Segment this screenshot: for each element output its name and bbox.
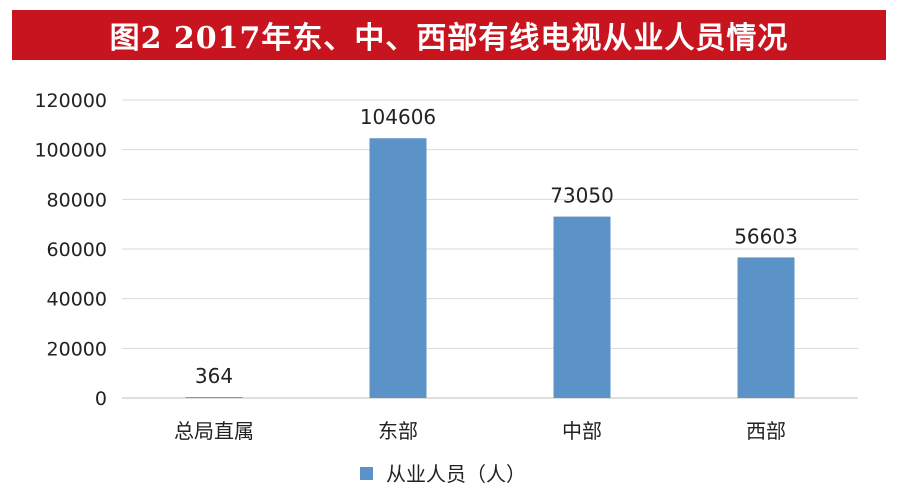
y-tick-label: 40000: [47, 289, 107, 311]
y-axis-tick-labels: 0 20000 40000 60000 80000 100000 120000: [34, 90, 107, 410]
category-label: 西部: [746, 419, 786, 443]
y-tick-label: 80000: [47, 189, 107, 211]
y-tick-label: 100000: [34, 140, 107, 162]
bars: [185, 138, 795, 398]
data-label: 73050: [550, 184, 614, 208]
y-tick-label: 120000: [34, 90, 107, 112]
data-label: 364: [195, 364, 233, 388]
category-label: 东部: [378, 419, 418, 443]
bar: [553, 216, 611, 398]
bar: [737, 257, 795, 398]
legend-label: 从业人员（人）: [386, 462, 526, 486]
chart-title: 图2 2017年东、中、西部有线电视从业人员情况: [12, 10, 886, 60]
legend-swatch: [360, 467, 373, 480]
category-label: 总局直属: [174, 419, 254, 443]
bar: [369, 138, 427, 398]
gridlines: [122, 99, 858, 399]
y-tick-label: 20000: [47, 338, 107, 360]
category-label: 中部: [562, 419, 602, 443]
data-label: 104606: [360, 105, 436, 129]
y-tick-label: 60000: [47, 239, 107, 261]
bar: [185, 397, 243, 398]
x-axis-category-labels: 总局直属 东部 中部 西部: [174, 419, 786, 443]
y-tick-label: 0: [95, 388, 107, 410]
data-label: 56603: [734, 224, 798, 248]
data-labels: 364 104606 73050 56603: [195, 105, 798, 388]
legend: 从业人员（人）: [360, 462, 526, 486]
